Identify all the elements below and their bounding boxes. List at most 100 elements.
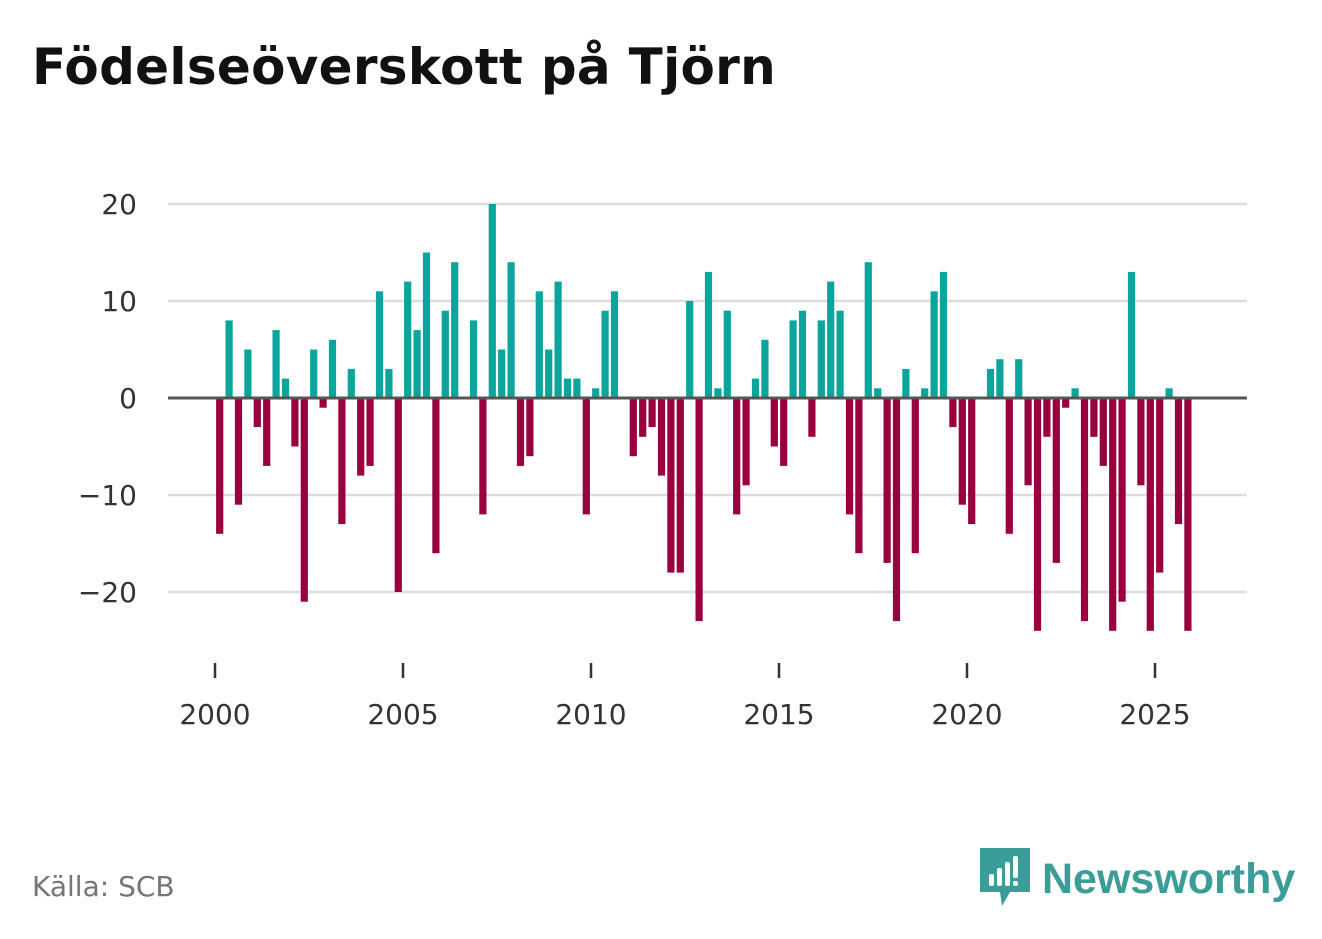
bar (845, 398, 854, 515)
bar (1052, 398, 1060, 563)
bar (1146, 398, 1154, 631)
bar (939, 271, 948, 398)
bar (441, 310, 449, 398)
bar (1127, 271, 1136, 398)
bar (704, 271, 713, 398)
bar (404, 281, 412, 398)
bar (385, 368, 393, 398)
bar (375, 291, 384, 398)
y-tick-label: 10 (101, 285, 137, 318)
y-axis-ticks: 20 10 0 −10 −20 (78, 188, 137, 609)
bar (234, 398, 243, 505)
bar (1156, 398, 1164, 573)
bar (902, 368, 910, 398)
bar (479, 398, 487, 515)
bar (573, 378, 581, 398)
bar (319, 398, 327, 408)
bar (1118, 398, 1126, 602)
bar (1109, 398, 1117, 631)
bar (469, 320, 478, 398)
bar (1015, 359, 1023, 398)
bar (1043, 398, 1051, 437)
bar (892, 398, 901, 622)
bar (1005, 398, 1013, 534)
bar (347, 368, 355, 398)
bar (817, 320, 825, 398)
bar (216, 398, 224, 534)
y-tick-label: 20 (101, 188, 137, 221)
bar (808, 398, 816, 437)
bar (949, 398, 957, 428)
bar (592, 388, 600, 398)
bar (958, 398, 966, 505)
bar (498, 349, 506, 398)
bar (789, 320, 797, 398)
bar (1099, 398, 1107, 466)
x-tick-label: 2010 (555, 698, 626, 731)
bar (328, 339, 337, 398)
bar (1184, 398, 1192, 631)
bar (601, 310, 609, 398)
bar (1165, 388, 1173, 398)
bar (366, 398, 374, 466)
bar (291, 398, 299, 447)
bar (563, 378, 572, 398)
bar (986, 368, 995, 398)
chart-title: Födelseöverskott på Tjörn (32, 38, 777, 96)
bar (554, 281, 562, 398)
y-tick-label: −10 (78, 479, 137, 512)
bar (507, 262, 515, 398)
newsworthy-logo-icon (980, 848, 1030, 906)
bar (836, 310, 844, 398)
y-tick-label: 0 (119, 382, 137, 415)
bar (582, 398, 590, 515)
x-tick-label: 2020 (931, 698, 1002, 731)
bar (394, 398, 402, 592)
bar (1033, 398, 1042, 631)
bar (780, 398, 788, 466)
bar (874, 388, 882, 398)
bar (657, 398, 666, 476)
bar (1062, 398, 1070, 408)
bar (535, 291, 543, 398)
bar (526, 398, 534, 457)
bar (883, 398, 891, 563)
bar (1174, 398, 1183, 525)
bar (629, 398, 637, 457)
bar (723, 310, 731, 398)
bar (667, 398, 675, 573)
bar (855, 398, 863, 554)
bar (751, 378, 760, 398)
bar (1080, 398, 1089, 622)
bar (827, 281, 835, 398)
bar (432, 398, 440, 554)
bar (695, 398, 703, 622)
bar (338, 398, 346, 525)
bar (1024, 398, 1032, 486)
bar (357, 398, 365, 476)
newsworthy-logo[interactable]: Newsworthy (980, 848, 1295, 910)
bar (253, 398, 261, 428)
bar (300, 398, 308, 602)
bar (648, 398, 656, 428)
x-tick-label: 2000 (179, 698, 250, 731)
x-tick-label: 2005 (367, 698, 438, 731)
bar (742, 398, 750, 486)
bar (272, 330, 280, 398)
bar (263, 398, 271, 466)
bar (413, 330, 421, 398)
bar (488, 204, 496, 398)
bar (1137, 398, 1145, 486)
bar (1071, 388, 1079, 398)
bar (676, 398, 684, 573)
bar (864, 262, 872, 398)
bar (733, 398, 741, 515)
bar (761, 339, 769, 398)
bar (451, 262, 459, 398)
y-tick-label: −20 (78, 576, 137, 609)
bar (545, 349, 553, 398)
x-tick-label: 2015 (743, 698, 814, 731)
bar (911, 398, 919, 554)
bar (610, 291, 619, 398)
